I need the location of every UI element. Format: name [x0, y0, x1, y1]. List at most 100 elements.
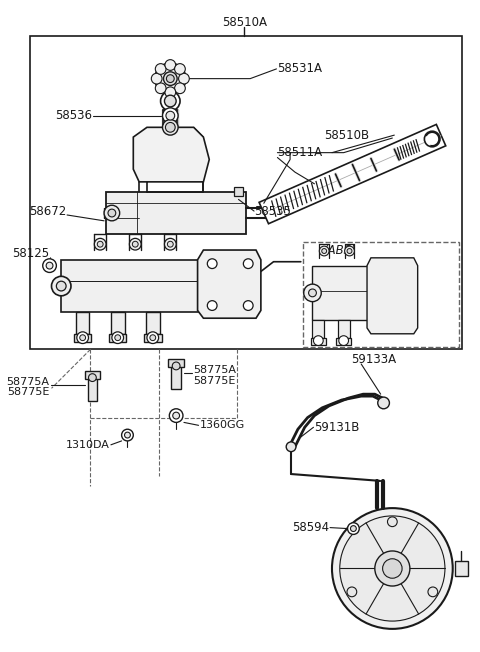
Polygon shape: [198, 250, 261, 318]
Circle shape: [130, 239, 141, 250]
Bar: [234, 186, 243, 196]
Polygon shape: [367, 258, 418, 334]
Circle shape: [179, 73, 189, 84]
Circle shape: [173, 412, 180, 419]
Circle shape: [121, 429, 133, 441]
Circle shape: [340, 516, 445, 621]
Bar: [30, 36, 462, 349]
Circle shape: [428, 587, 438, 597]
Circle shape: [88, 374, 96, 381]
Text: 58775A: 58775A: [7, 376, 49, 387]
Circle shape: [97, 241, 103, 247]
Circle shape: [167, 75, 174, 83]
Circle shape: [104, 205, 120, 221]
Circle shape: [156, 64, 166, 74]
Text: (ABS): (ABS): [323, 244, 356, 256]
Circle shape: [112, 332, 123, 344]
Circle shape: [51, 276, 71, 296]
Circle shape: [132, 241, 138, 247]
Circle shape: [77, 332, 88, 344]
Text: 59133A: 59133A: [351, 353, 396, 366]
Circle shape: [163, 119, 178, 135]
Text: 58594: 58594: [292, 521, 329, 534]
Circle shape: [156, 83, 166, 94]
Circle shape: [165, 87, 176, 98]
Bar: [84, 371, 100, 379]
Bar: [74, 334, 91, 342]
Circle shape: [207, 259, 217, 269]
Bar: [168, 359, 184, 367]
Circle shape: [151, 73, 162, 84]
Text: 58510A: 58510A: [222, 16, 267, 29]
Text: 1310DA: 1310DA: [66, 440, 110, 450]
Circle shape: [165, 95, 176, 107]
Circle shape: [286, 442, 296, 452]
Bar: [338, 320, 349, 338]
Circle shape: [168, 241, 173, 247]
Polygon shape: [106, 192, 246, 235]
Circle shape: [43, 259, 56, 273]
Circle shape: [332, 508, 453, 629]
Text: 58775A: 58775A: [192, 365, 236, 375]
Bar: [455, 561, 468, 576]
Circle shape: [347, 248, 352, 254]
Circle shape: [313, 336, 323, 346]
Circle shape: [108, 209, 116, 217]
Bar: [146, 312, 159, 334]
Circle shape: [164, 72, 177, 85]
Text: 1360GG: 1360GG: [200, 421, 245, 430]
Circle shape: [348, 523, 359, 535]
Circle shape: [165, 239, 176, 250]
Text: 58510B: 58510B: [324, 128, 369, 141]
Circle shape: [175, 64, 185, 74]
Bar: [312, 320, 324, 338]
Circle shape: [322, 248, 326, 254]
Circle shape: [147, 332, 158, 344]
Circle shape: [56, 281, 66, 291]
Polygon shape: [133, 127, 209, 182]
Circle shape: [175, 83, 185, 94]
Circle shape: [378, 397, 389, 409]
Bar: [109, 334, 127, 342]
Circle shape: [80, 334, 85, 340]
Circle shape: [304, 284, 321, 302]
Bar: [311, 338, 326, 344]
Circle shape: [169, 409, 183, 422]
Circle shape: [319, 246, 329, 256]
Circle shape: [345, 246, 354, 256]
Circle shape: [172, 362, 180, 370]
Circle shape: [161, 91, 180, 111]
Circle shape: [347, 587, 357, 597]
Circle shape: [243, 301, 253, 310]
Text: 58535: 58535: [254, 205, 291, 218]
Circle shape: [166, 111, 175, 120]
Circle shape: [243, 259, 253, 269]
Circle shape: [350, 526, 356, 531]
Bar: [76, 312, 89, 334]
Text: 59131B: 59131B: [314, 421, 360, 434]
Circle shape: [155, 63, 186, 95]
Circle shape: [309, 289, 316, 297]
Circle shape: [95, 239, 106, 250]
Circle shape: [339, 336, 348, 346]
Bar: [171, 362, 181, 389]
Circle shape: [375, 551, 410, 586]
Circle shape: [165, 59, 176, 70]
Circle shape: [424, 131, 440, 147]
Polygon shape: [312, 265, 371, 320]
Text: 58531A: 58531A: [277, 63, 323, 76]
Circle shape: [46, 262, 53, 269]
Circle shape: [207, 301, 217, 310]
Text: 58775E: 58775E: [7, 387, 49, 397]
Text: 58672: 58672: [29, 205, 66, 218]
Bar: [303, 243, 458, 348]
Circle shape: [124, 432, 131, 438]
Polygon shape: [259, 125, 446, 224]
Bar: [144, 334, 162, 342]
Text: 58775E: 58775E: [192, 376, 235, 385]
Text: 58511A: 58511A: [277, 146, 323, 159]
Circle shape: [115, 334, 120, 340]
Circle shape: [387, 517, 397, 527]
Text: 58125: 58125: [12, 247, 49, 260]
Circle shape: [166, 123, 175, 132]
